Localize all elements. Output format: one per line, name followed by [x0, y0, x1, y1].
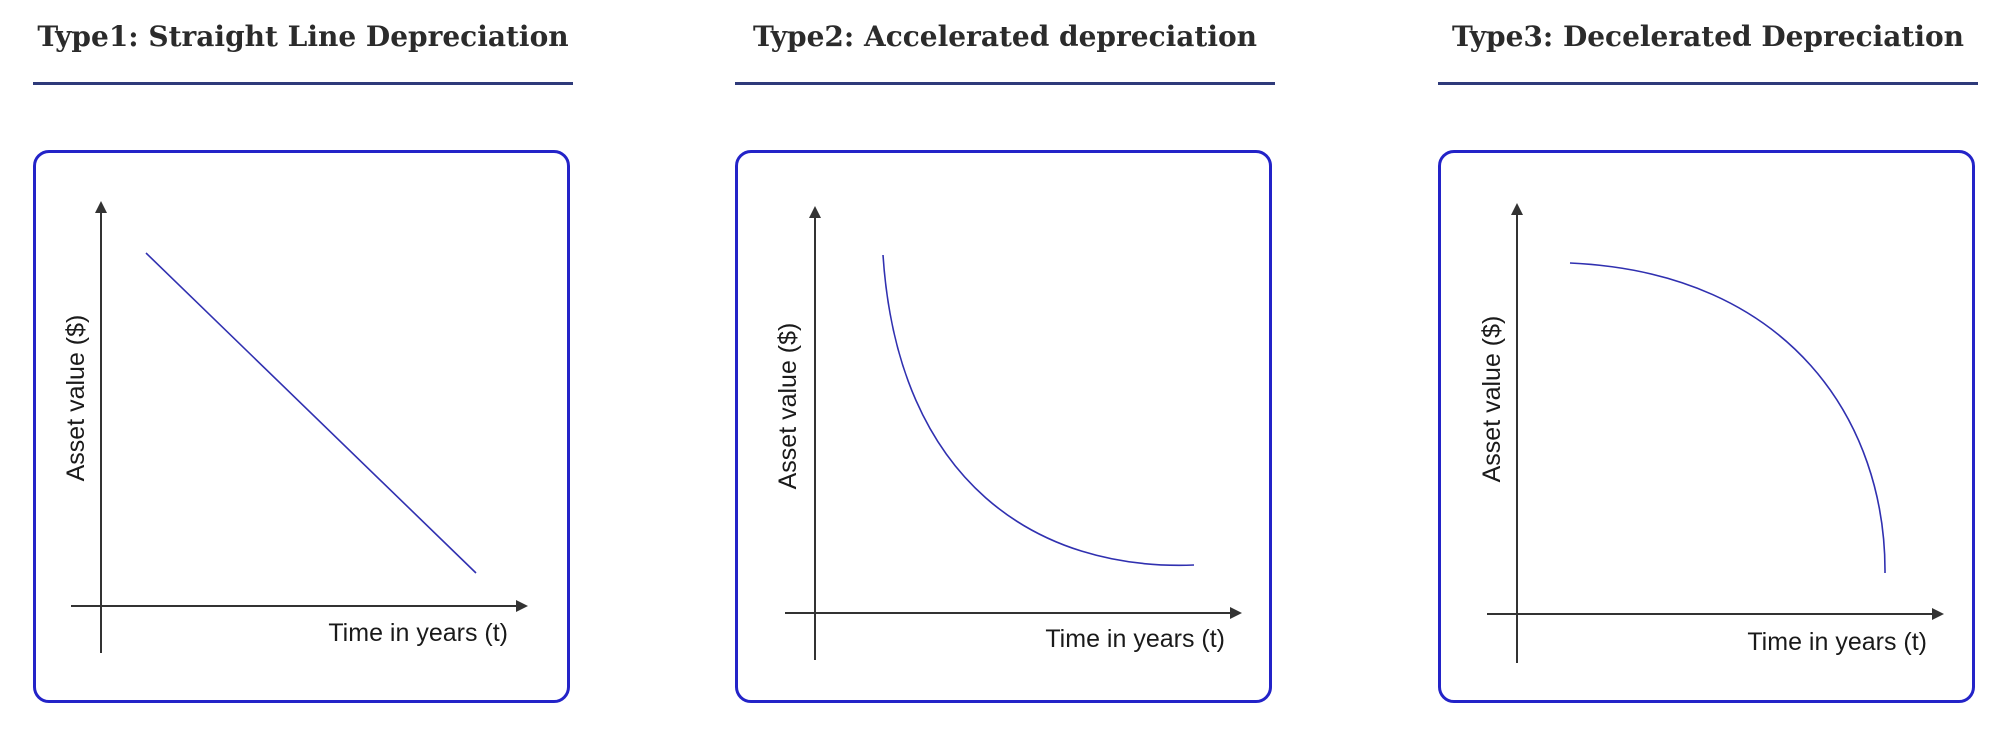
graph-svg: Asset value ($) Time in years (t)	[774, 206, 1242, 660]
title-underline	[1438, 82, 1978, 85]
title-underline	[33, 82, 573, 85]
panel-accelerated: Type2: Accelerated depreciation Asset va…	[735, 0, 1275, 735]
graph-box: Asset value ($) Time in years (t)	[735, 150, 1272, 703]
graph-svg: Asset value ($) Time in years (t)	[62, 201, 528, 653]
panel-decelerated: Type3: Decelerated Depreciation Asset va…	[1438, 0, 1978, 735]
depreciation-curve	[882, 254, 1195, 567]
x-axis-label: Time in years (t)	[328, 619, 508, 647]
graph-box: Asset value ($) Time in years (t)	[1438, 150, 1975, 703]
y-axis-label: Asset value ($)	[1478, 316, 1506, 483]
depreciation-curve	[145, 252, 477, 574]
panel-title: Type2: Accelerated depreciation	[752, 20, 1257, 53]
depreciation-curve	[1569, 262, 1886, 574]
graph-box: Asset value ($) Time in years (t)	[33, 150, 570, 703]
panel-title: Type3: Decelerated Depreciation	[1451, 20, 1965, 53]
y-axis-label: Asset value ($)	[62, 315, 90, 482]
x-axis-label: Time in years (t)	[1045, 625, 1225, 653]
title-underline	[735, 82, 1275, 85]
panel-straight-line: Type1: Straight Line Depreciation Asset …	[33, 0, 573, 735]
x-axis-label: Time in years (t)	[1747, 628, 1927, 656]
graph-svg: Asset value ($) Time in years (t)	[1478, 203, 1944, 663]
panel-title: Type1: Straight Line Depreciation	[37, 20, 569, 53]
y-axis-label: Asset value ($)	[774, 323, 802, 490]
